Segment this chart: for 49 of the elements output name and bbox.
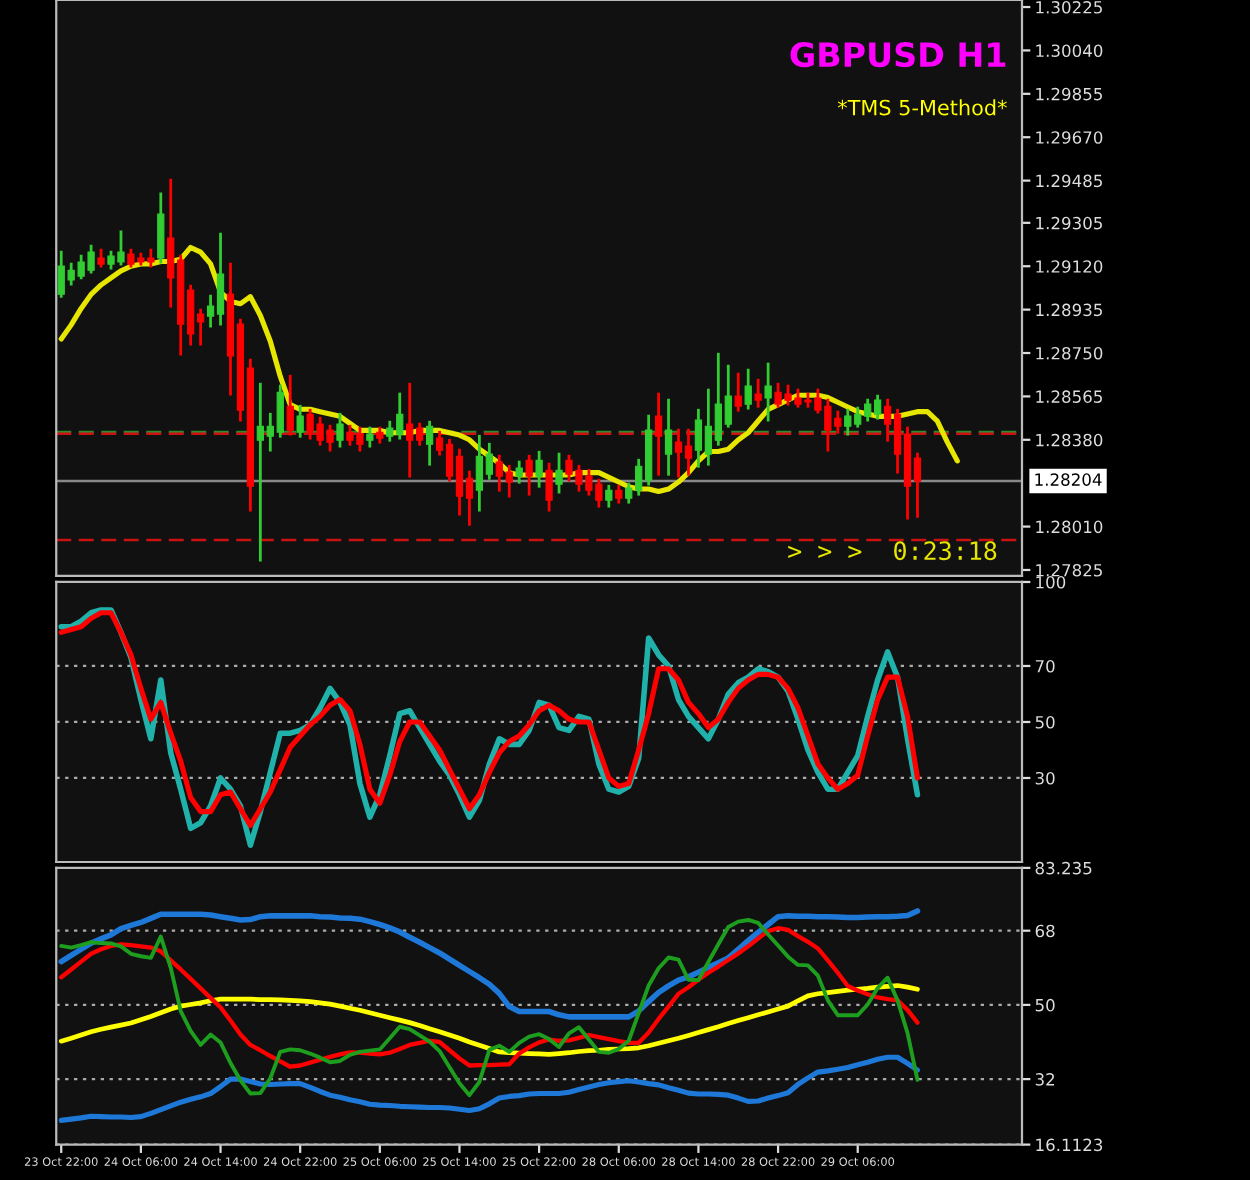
y-tick-label: 1.28565 — [1036, 390, 1102, 403]
candlestick — [754, 378, 762, 408]
y-tick-label: 1.28010 — [1036, 520, 1103, 534]
candlestick — [425, 420, 434, 466]
candlestick — [515, 460, 523, 484]
y-tick-label: 16.1123 — [1036, 1138, 1103, 1152]
y-tick-label: 1.28750 — [1036, 346, 1103, 360]
y-tick-label: 30 — [1035, 771, 1055, 785]
y-tick-label: 70 — [1035, 659, 1055, 673]
y-tick-label: 100 — [1036, 575, 1066, 589]
candlestick — [157, 192, 165, 264]
y-tick-label: 32 — [1035, 1073, 1055, 1086]
annotation: > > > 0:23:18 — [788, 541, 997, 561]
y-tick-label: 50 — [1035, 715, 1055, 729]
line-series — [58, 983, 920, 1057]
line-series — [58, 1054, 921, 1123]
candlestick — [764, 362, 772, 422]
line-series — [59, 926, 920, 1069]
y-tick-label: 1.28380 — [1036, 433, 1103, 447]
y-tick-label: 50 — [1035, 998, 1055, 1012]
text: *TMS 5-Method* — [837, 99, 1007, 116]
y-tick-label: 1.29485 — [1036, 174, 1102, 188]
candlestick — [545, 462, 553, 512]
candlestick — [286, 374, 294, 436]
candlestick — [336, 412, 344, 448]
candlestick — [535, 450, 543, 488]
y-tick-label: 1.29670 — [1036, 131, 1103, 144]
ref-line-label: 1.28204 — [1035, 473, 1102, 486]
y-tick-label: 1.29120 — [1036, 260, 1103, 273]
line-series — [59, 918, 920, 1098]
candlestick — [734, 372, 742, 412]
y-tick-label: 1.29305 — [1036, 216, 1102, 230]
y-tick-label: 1.28935 — [1036, 303, 1102, 317]
candlestick — [605, 484, 613, 508]
candlestick — [296, 404, 304, 438]
candlestick — [366, 426, 374, 448]
y-tick-label: 1.30225 — [1036, 1, 1102, 14]
y-tick-label: 83.235 — [1035, 861, 1092, 875]
candlestick — [664, 398, 673, 476]
y-tick-label: 68 — [1035, 924, 1055, 938]
line-series — [58, 908, 921, 1020]
y-tick-label: 1.30040 — [1036, 44, 1103, 57]
candlestick — [555, 452, 563, 494]
y-tick-label: 1.29855 — [1036, 87, 1102, 101]
y-tick-label: 1.27825 — [1036, 563, 1102, 577]
candlestick — [744, 368, 752, 410]
candlestick — [654, 392, 663, 476]
candlestick — [525, 454, 533, 496]
text: GBPUSD H1 — [790, 42, 1006, 68]
